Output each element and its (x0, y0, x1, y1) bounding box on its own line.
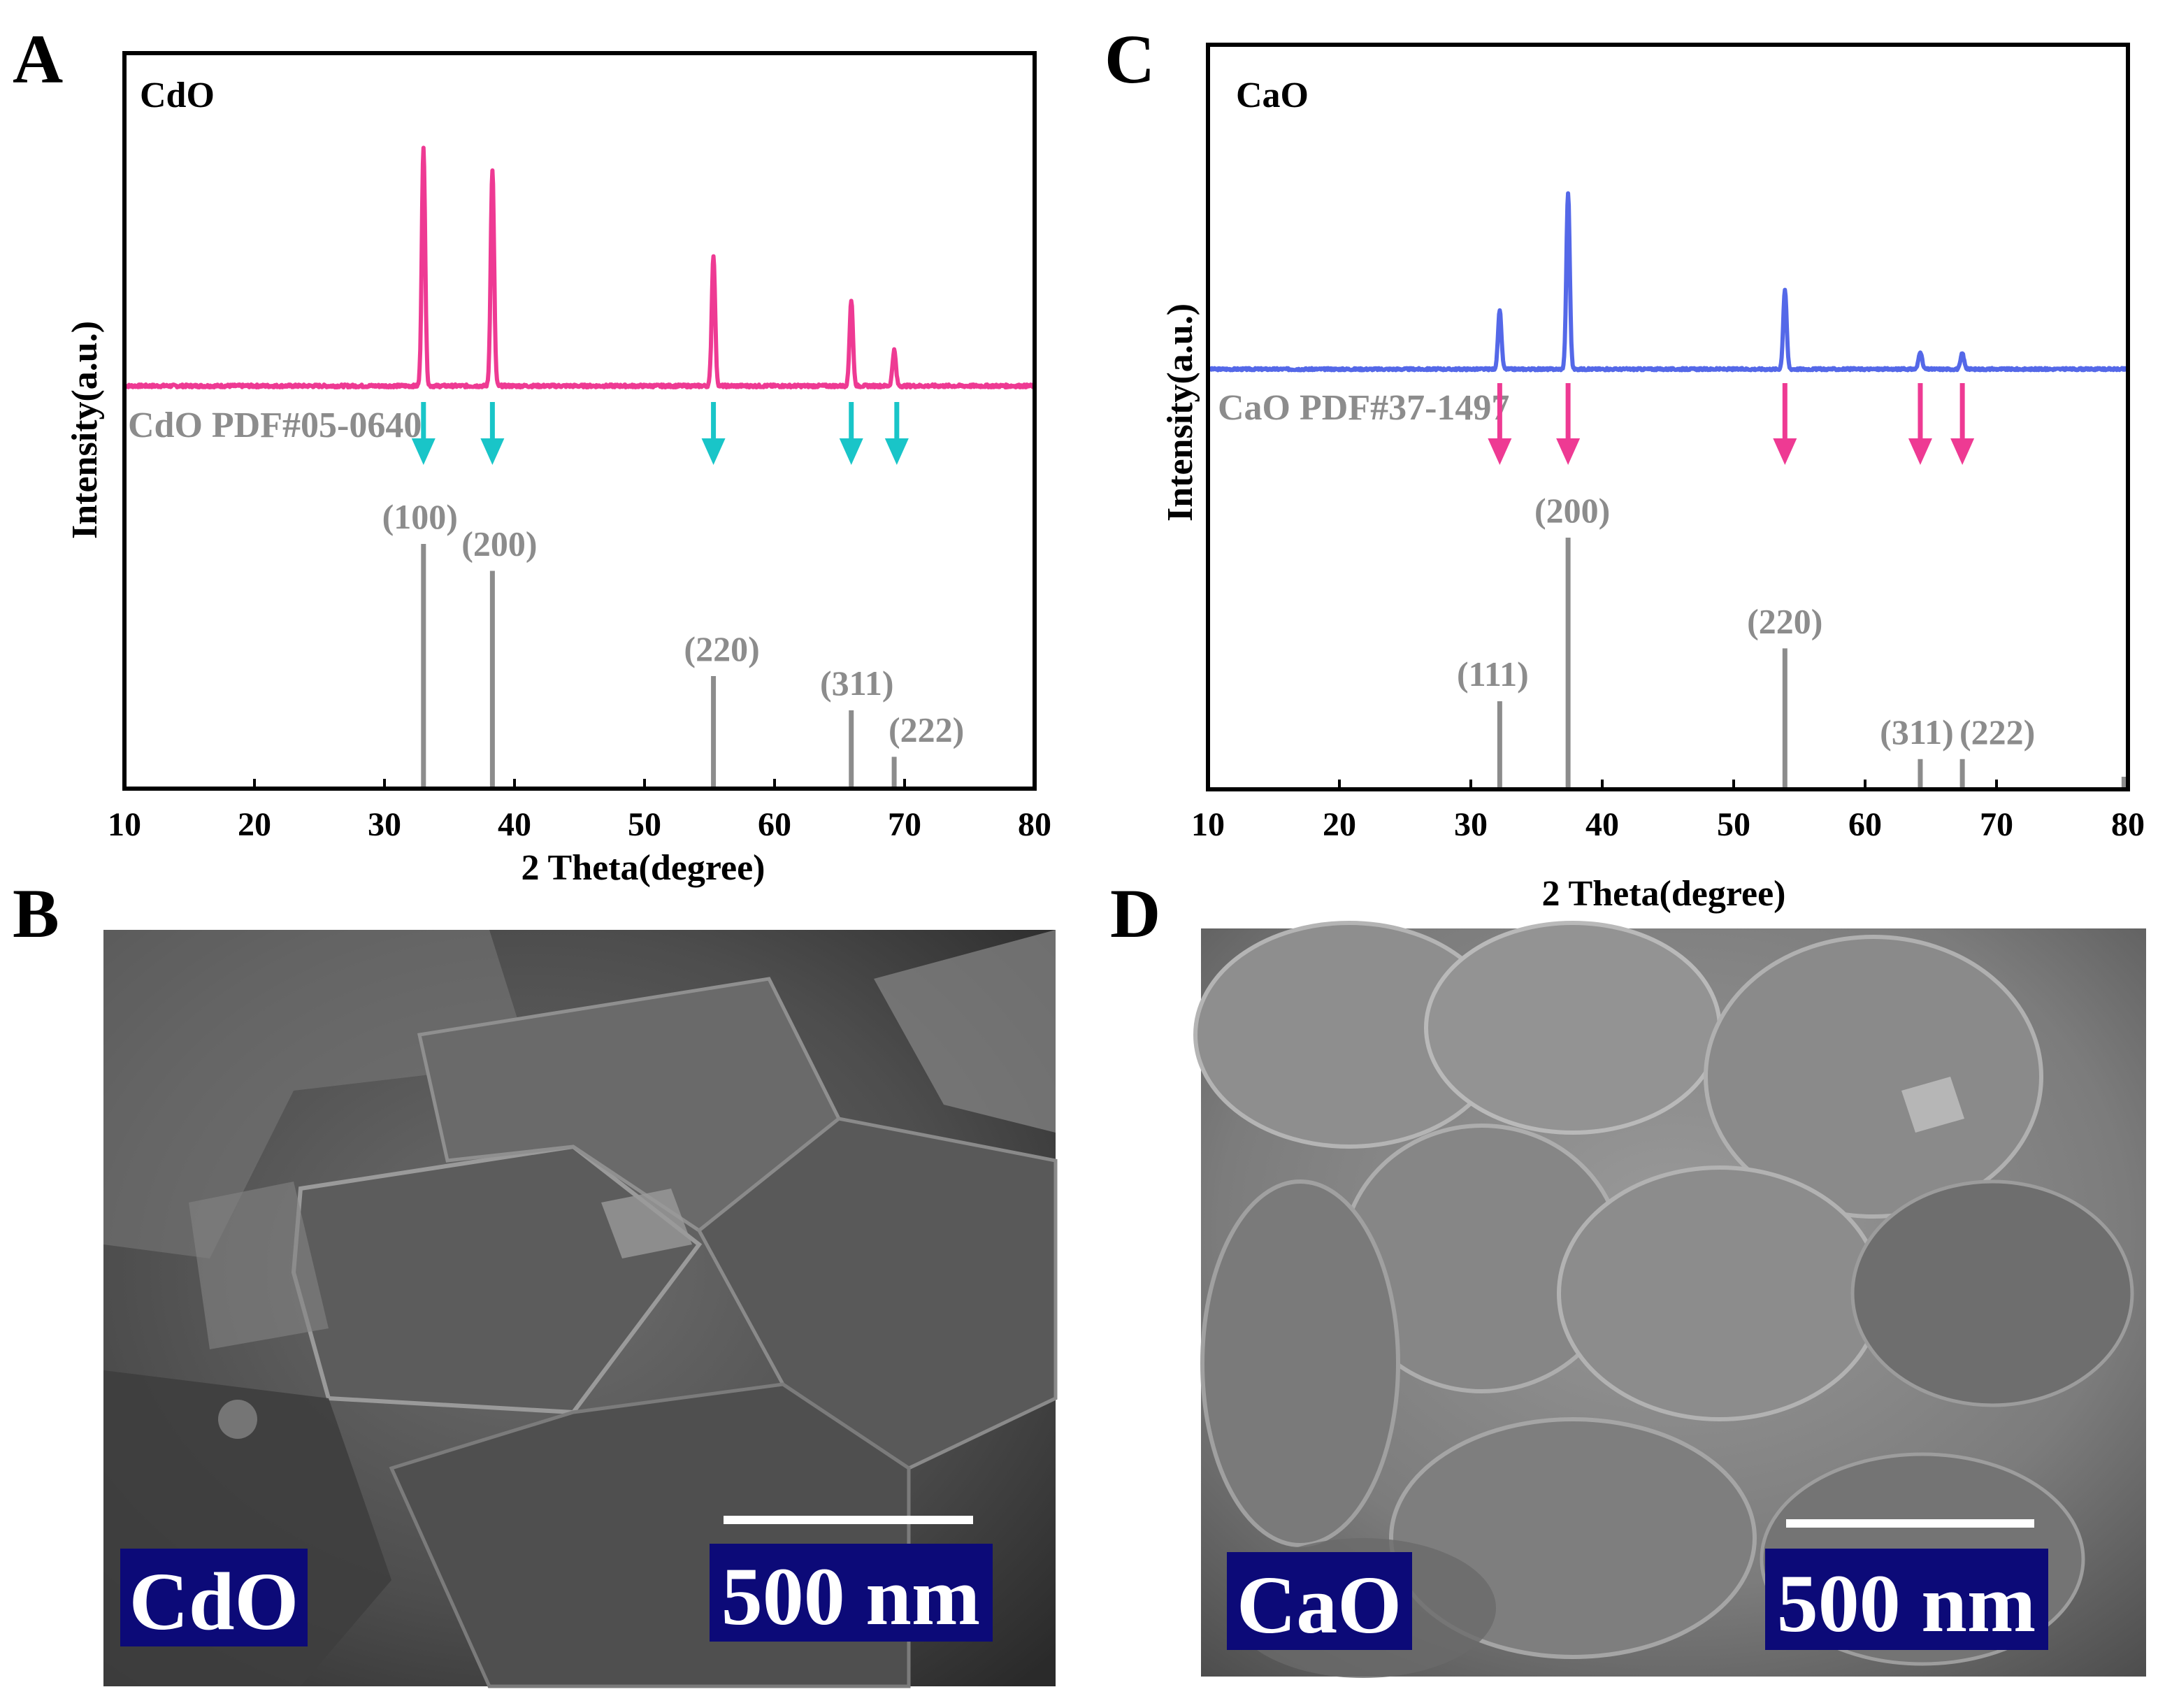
x-tick-label: 40 (1585, 806, 1619, 843)
peak-arrow-head (480, 438, 505, 465)
scale-bar-d (1786, 1519, 2034, 1528)
peak-arrow-head (701, 438, 726, 465)
x-tick-label: 30 (1454, 806, 1488, 843)
xrd-chart-cao: C CaO CaO PDF#37-1497 2 Theta(degree) In… (1105, 20, 2145, 914)
xrd-chart-cdo: A CdO CdO PDF#05-0640 2 Theta(degree) In… (13, 20, 1051, 888)
sem-image-cdo: B CdO 500 nm (13, 875, 1058, 1688)
sem-image-cao: D CaO 500 nm (1110, 875, 2146, 1678)
hkl-label: (222) (1959, 712, 2035, 752)
scale-label-box-b (710, 1544, 993, 1642)
x-tick-label: 70 (1980, 806, 2013, 843)
x-tick-label: 40 (498, 806, 531, 843)
panel-letter-a: A (13, 20, 63, 98)
hkl-label: (220) (1747, 601, 1822, 640)
x-tick-label: 50 (1717, 806, 1750, 843)
plot-frame-c (1206, 43, 2130, 791)
diffraction-pattern (1206, 191, 2130, 373)
scale-bar-b (724, 1516, 973, 1524)
x-axis-title-a: 2 Theta(degree) (521, 848, 765, 888)
y-axis-title-c: Intensity(a.u.) (1160, 303, 1200, 522)
hkl-label: (111) (1457, 654, 1529, 694)
sem-texture-b (103, 930, 1058, 1688)
peak-arrow-head (1488, 438, 1512, 465)
x-tick-label: 70 (888, 806, 921, 843)
peak-arrow-head (411, 438, 436, 465)
peak-arrow-head (1908, 438, 1932, 465)
hkl-label: (100) (382, 497, 458, 536)
sem-texture-d (1193, 921, 2134, 1678)
sample-label-d: CaO (1237, 1559, 1402, 1651)
panel-letter-b: B (13, 875, 59, 952)
x-tick-label: 10 (1191, 806, 1225, 843)
hkl-label: (200) (1534, 491, 1610, 530)
plot-frame-a (122, 51, 1037, 791)
scale-label-b: 500 nm (721, 1551, 980, 1642)
hkl-label: (200) (461, 524, 537, 564)
x-axis-title-c: 2 Theta(degree) (1542, 874, 1786, 914)
x-tick-label: 20 (1323, 806, 1356, 843)
x-tick-label: 50 (628, 806, 661, 843)
panel-letter-d: D (1110, 875, 1160, 952)
sample-label-b: CdO (129, 1556, 299, 1647)
peak-arrow-head (1556, 438, 1581, 465)
plot-layer-a: 10 20 30 40 50 60 70 80 (100)(200) (220) (311) (222… (108, 145, 1051, 843)
sample-label-box-d (1227, 1552, 1412, 1650)
hkl-label: (311) (820, 663, 894, 703)
x-tick-label: 30 (368, 806, 401, 843)
panel-letter-c: C (1105, 20, 1155, 98)
x-tick-label: 20 (238, 806, 271, 843)
peak-arrow-head (884, 438, 909, 465)
plot-layer-c: 10 20 30 40 50 60 70 80 (111) (200) (220) (311) (222… (1191, 191, 2145, 843)
scale-label-d: 500 nm (1777, 1558, 2036, 1649)
hkl-label: (220) (684, 629, 759, 668)
hkl-label: (222) (889, 710, 964, 749)
x-tick-label: 80 (2111, 806, 2145, 843)
peak-arrow-head (1773, 438, 1797, 465)
x-tick-label: 10 (108, 806, 141, 843)
x-tick-label: 80 (1018, 806, 1051, 843)
hkl-label: (311) (1880, 712, 1954, 752)
x-tick-label: 60 (1848, 806, 1882, 843)
reference-label-cdo: CdO PDF#05-0640 (128, 406, 422, 445)
series-label-cao: CaO (1236, 76, 1309, 115)
y-axis-title-a: Intensity(a.u.) (65, 321, 105, 539)
sample-label-box-b (120, 1549, 308, 1646)
peak-arrow-head (839, 438, 863, 465)
x-tick-label: 60 (758, 806, 791, 843)
reference-label-cao: CaO PDF#37-1497 (1218, 388, 1509, 428)
peak-arrow-head (1950, 438, 1975, 465)
diffraction-pattern (122, 145, 1037, 389)
scale-label-box-d (1765, 1549, 2048, 1650)
series-label-cdo: CdO (140, 76, 215, 115)
